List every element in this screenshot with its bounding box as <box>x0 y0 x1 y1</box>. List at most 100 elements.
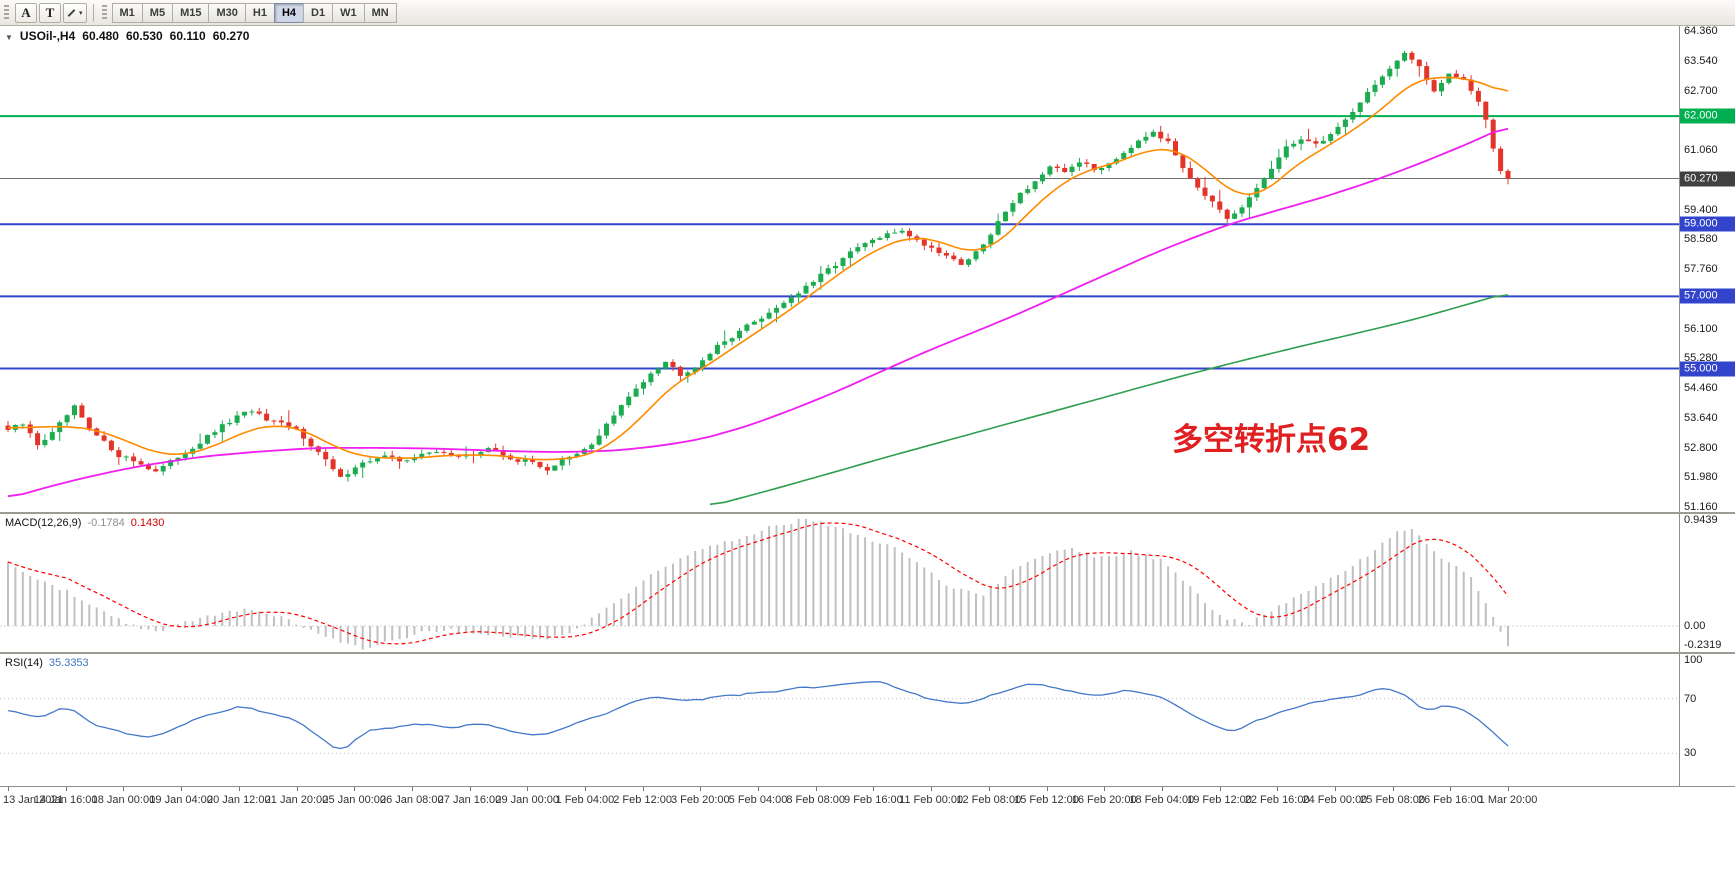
macd-panel[interactable]: MACD(12,26,9) -0.1784 0.1430 0.9439 0.00 -… <box>0 514 1735 652</box>
chart-ohlc-header: ▼ USOil-,H4 60.480 60.530 60.110 60.270 <box>5 29 249 43</box>
dropdown-caret-icon: ▾ <box>79 9 83 17</box>
timeframe-button-m15[interactable]: M15 <box>172 2 210 23</box>
time-label: 14 Jan 16:00 <box>33 794 98 806</box>
price-tick-63.540: 63.540 <box>1684 54 1718 67</box>
time-tick <box>1161 787 1163 791</box>
price-tick-56.100: 56.100 <box>1684 322 1718 335</box>
time-tick <box>411 787 413 791</box>
timeframe-button-h1[interactable]: H1 <box>244 2 275 23</box>
price-badge-60.270: 60.270 <box>1680 171 1735 186</box>
rsi-line <box>7 681 1509 750</box>
time-label: 3 Feb 20:00 <box>670 794 730 806</box>
price-badge-62.000: 62.000 <box>1680 108 1735 124</box>
time-tick <box>988 787 990 791</box>
timeframe-button-h4[interactable]: H4 <box>273 2 305 23</box>
macd-canvas <box>0 518 1679 650</box>
time-label: 25 Jan 00:00 <box>322 794 386 806</box>
candles <box>5 50 1511 482</box>
price-tick-57.760: 57.760 <box>1684 263 1718 275</box>
time-label: 13 Jan 2021 <box>3 794 64 806</box>
price-tick-53.640: 53.640 <box>1684 411 1718 424</box>
ohlc-open-value: 60.480 <box>82 29 119 43</box>
macd-axis: 0.9439 0.00 -0.2319 <box>1679 514 1735 652</box>
time-tick <box>642 787 644 791</box>
time-label: 27 Jan 16:00 <box>437 794 502 806</box>
panel-splitter-rsi[interactable] <box>0 652 1735 654</box>
text-tool-button[interactable]: T <box>39 2 61 23</box>
chart-annotation-text[interactable]: 多空转折点62 <box>1172 422 1371 458</box>
price-tick-58.580: 58.580 <box>1684 233 1718 246</box>
price-tick-59.400: 59.400 <box>1684 203 1718 216</box>
macd-label: MACD(12,26,9) <box>5 517 82 529</box>
time-label: 26 Feb 16:00 <box>1417 794 1483 806</box>
symbol-period-label: USOil-,H4 <box>19 29 76 43</box>
time-label: 19 Jan 04:00 <box>149 794 213 806</box>
price-badge-57.000: 57.000 <box>1680 288 1735 304</box>
price-tick-62.700: 62.700 <box>1684 84 1718 97</box>
macd-main-value: -0.1784 <box>87 517 125 529</box>
price-tick-51.980: 51.980 <box>1684 471 1718 484</box>
time-tick <box>527 787 529 791</box>
time-tick <box>700 787 702 791</box>
text-label-tool-button[interactable]: A <box>15 2 37 23</box>
timeframe-button-m30[interactable]: M30 <box>208 2 246 23</box>
drawing-tools-button[interactable]: ▾ <box>63 2 87 23</box>
time-label: 2 Feb 12:00 <box>613 794 672 806</box>
price-chart-panel[interactable]: ▼ USOil-,H4 60.480 60.530 60.110 60.270 … <box>0 25 1735 513</box>
time-label: 18 Jan 00:00 <box>91 794 156 806</box>
timeframe-button-mn[interactable]: MN <box>363 2 397 23</box>
rsi-scale-100: 100 <box>1684 654 1703 666</box>
time-label: 1 Feb 04:00 <box>555 794 615 806</box>
price-axis[interactable]: 64.360 63.540 62.700 61.060 59.400 58.580 57.7… <box>1679 25 1735 513</box>
macd-scale-0.00: 0.00 <box>1684 620 1706 632</box>
time-label: 25 Feb 08:00 <box>1360 794 1426 806</box>
time-label: 11 Feb 00:00 <box>899 794 964 806</box>
time-label: 26 Jan 08:00 <box>379 794 444 806</box>
macd-scale--0.2319: -0.2319 <box>1684 639 1722 651</box>
macd-scale-0.9439: 0.9439 <box>1684 514 1718 526</box>
rsi-scale-70: 70 <box>1684 692 1697 705</box>
price-tick-54.460: 54.460 <box>1684 382 1718 394</box>
tools-toolbar-grip[interactable] <box>4 4 9 21</box>
time-label: 21 Jan 20:00 <box>264 794 329 806</box>
time-tick <box>354 787 356 791</box>
timeframe-button-d1[interactable]: D1 <box>303 2 334 23</box>
macd-signal-line <box>7 522 1509 645</box>
timeframe-button-m5[interactable]: M5 <box>141 2 174 23</box>
toolbar: A T ▾ M1 M5 M15 M30 H1 H4 D1 W1 MN <box>0 0 1735 26</box>
ma-slow-line <box>709 294 1509 506</box>
time-tick <box>758 787 759 791</box>
price-tick-51.160: 51.160 <box>1684 501 1718 513</box>
price-tick-64.360: 64.360 <box>1684 25 1718 37</box>
collapse-icon[interactable]: ▼ <box>5 33 13 42</box>
rsi-axis: 100 70 30 <box>1679 654 1735 786</box>
timeframe-toolbar-grip[interactable] <box>101 4 107 21</box>
rsi-label: RSI(14) <box>5 657 43 669</box>
rsi-panel[interactable]: RSI(14) 35.3353 100 70 30 <box>0 654 1735 786</box>
time-label: 18 Feb 04:00 <box>1129 794 1195 806</box>
pencil-icon <box>67 8 76 17</box>
time-label: 1 Mar 20:00 <box>1478 794 1538 806</box>
ohlc-low-value: 60.110 <box>169 29 206 43</box>
price-chart-canvas[interactable] <box>0 26 1679 512</box>
toolbar-separator <box>92 3 94 22</box>
time-tick <box>296 787 298 791</box>
price-tick-61.060: 61.060 <box>1684 144 1718 156</box>
time-tick <box>873 787 875 791</box>
time-label: 15 Feb 12:00 <box>1014 794 1079 806</box>
time-label: 24 Feb 00:00 <box>1302 794 1368 806</box>
ma-mid-line <box>7 127 1509 498</box>
panel-splitter-macd[interactable] <box>0 512 1735 514</box>
macd-header: MACD(12,26,9) -0.1784 0.1430 <box>5 517 164 529</box>
time-tick <box>1046 787 1048 791</box>
timeframe-button-m1[interactable]: M1 <box>111 2 143 23</box>
rsi-value: 35.3353 <box>48 657 89 669</box>
ohlc-high-value: 60.530 <box>125 29 163 43</box>
time-tick <box>1104 787 1106 791</box>
timeframe-button-w1[interactable]: W1 <box>332 2 365 23</box>
price-badge-55.000: 55.000 <box>1680 361 1735 376</box>
time-label: 29 Jan 00:00 <box>495 794 559 806</box>
time-label: 12 Feb 08:00 <box>956 794 1022 806</box>
time-axis[interactable]: 13 Jan 2021 14 Jan 16:00 18 Jan 00:00 19 Ja… <box>0 786 1735 812</box>
